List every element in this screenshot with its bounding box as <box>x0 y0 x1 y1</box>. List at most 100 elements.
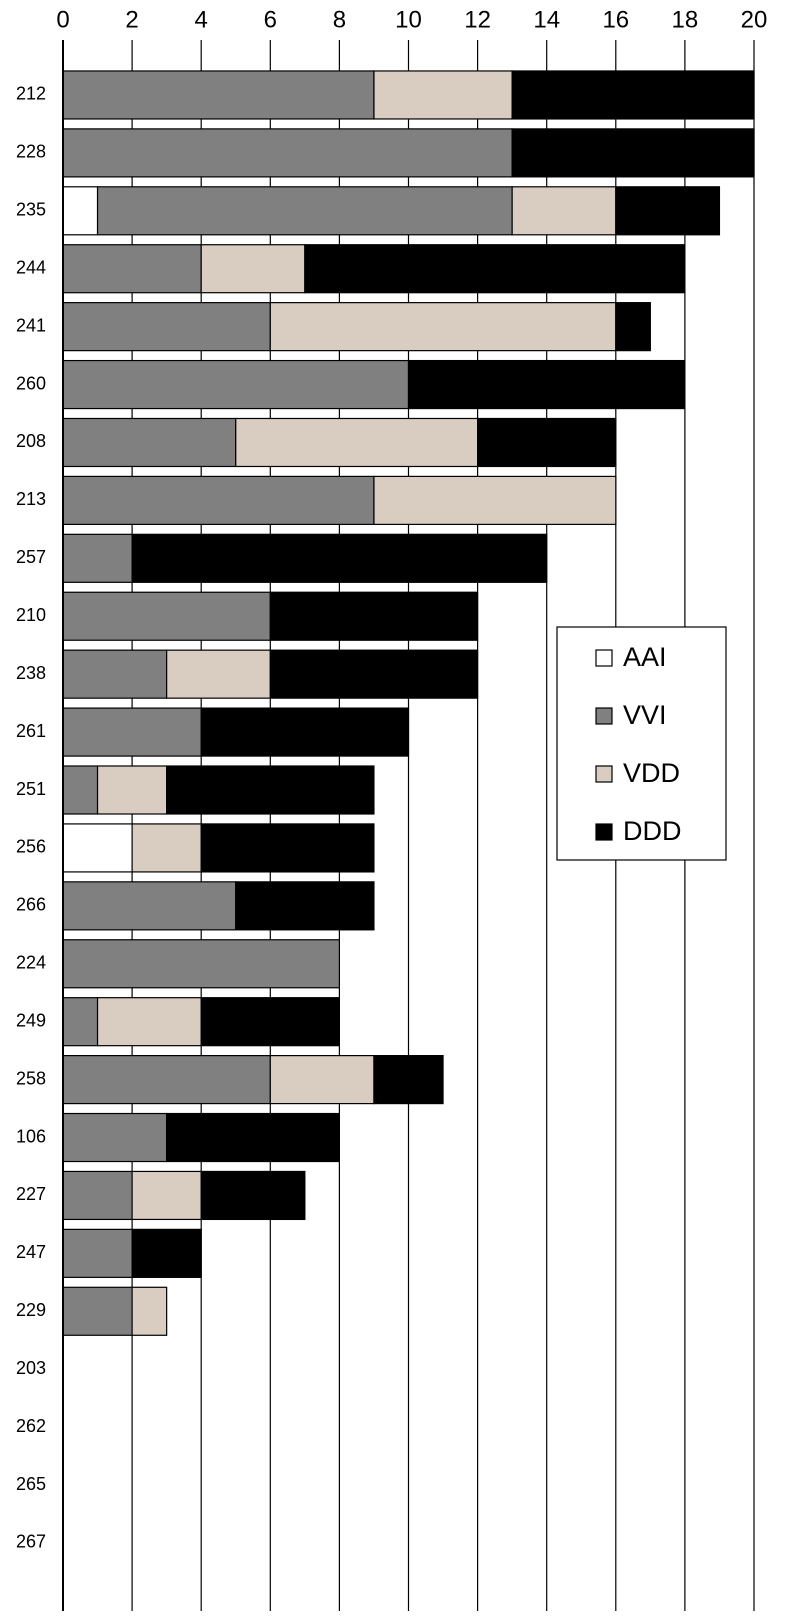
bar-segment <box>62 302 271 352</box>
y-tick-label: 244 <box>16 257 46 277</box>
y-tick-label: 213 <box>16 489 46 509</box>
y-tick-label: 262 <box>16 1416 46 1436</box>
y-tick-label: 258 <box>16 1068 46 1088</box>
x-tick-label: 2 <box>125 6 138 33</box>
bar-segment <box>304 244 686 294</box>
legend-label: VVI <box>623 700 667 730</box>
bar-segment <box>615 302 651 352</box>
bar-segment <box>62 1170 133 1221</box>
y-tick-label: 260 <box>16 373 46 393</box>
bar-segment <box>200 823 375 873</box>
y-tick-label: 208 <box>16 431 46 451</box>
legend-label: AAI <box>623 642 667 672</box>
bar-segment <box>235 881 375 931</box>
bar-segment <box>200 997 340 1047</box>
legend-swatch <box>595 707 613 725</box>
bar-segment <box>200 707 410 757</box>
bar-segment <box>269 302 617 352</box>
bar-segment <box>166 649 271 699</box>
y-tick-label: 106 <box>16 1126 46 1146</box>
legend-box <box>556 626 727 861</box>
y-tick-label: 247 <box>16 1242 46 1262</box>
y-tick-label: 241 <box>16 315 46 335</box>
bar-segment <box>269 1054 375 1105</box>
bar-segment <box>200 244 306 294</box>
bar-segment <box>62 649 168 699</box>
legend-label: VDD <box>623 758 680 788</box>
bar-segment <box>373 70 513 120</box>
y-tick-label: 266 <box>16 895 46 915</box>
bar-segment <box>62 765 99 815</box>
y-tick-label: 228 <box>16 142 46 162</box>
y-tick-label: 261 <box>16 721 46 741</box>
bar-segment <box>62 997 99 1047</box>
bar-segment <box>166 765 375 815</box>
legend-swatch <box>595 823 613 841</box>
bar-segment <box>62 475 375 525</box>
y-tick-label: 238 <box>16 663 46 683</box>
bar-segment <box>269 591 479 641</box>
y-tick-label: 212 <box>16 84 46 104</box>
y-tick-label: 251 <box>16 779 46 799</box>
x-tick-label: 20 <box>741 6 768 33</box>
bar-segment <box>373 1054 444 1105</box>
bar-segment <box>131 1228 202 1278</box>
bar-segment <box>615 186 721 236</box>
legend-label: DDD <box>623 816 682 846</box>
x-tick-label: 18 <box>672 6 699 33</box>
bar-segment <box>62 823 133 873</box>
bar-segment <box>96 765 168 815</box>
bar-segment <box>62 939 340 989</box>
y-tick-label: 265 <box>16 1474 46 1494</box>
bar-segment <box>269 649 479 699</box>
bar-segment <box>62 707 202 757</box>
y-tick-label: 229 <box>16 1300 46 1320</box>
bar-segment <box>200 1170 306 1221</box>
y-tick-label: 203 <box>16 1358 46 1378</box>
y-tick-label: 267 <box>16 1532 46 1552</box>
bar-segment <box>373 475 617 525</box>
bar-segment <box>166 1112 340 1163</box>
x-tick-label: 8 <box>333 6 346 33</box>
bar-segment <box>62 186 99 236</box>
y-tick-label: 210 <box>16 605 46 625</box>
bar-segment <box>131 823 202 873</box>
y-tick-label: 256 <box>16 837 46 857</box>
bar-segment <box>62 1228 133 1278</box>
bar-segment <box>511 186 617 236</box>
bar-segment <box>477 417 617 468</box>
legend-swatch <box>595 649 613 667</box>
legend-swatch <box>595 765 613 783</box>
x-tick-label: 4 <box>195 6 208 33</box>
y-tick-label: 224 <box>16 953 46 973</box>
y-tick-label: 257 <box>16 547 46 567</box>
bar-segment <box>62 1112 168 1163</box>
bar-segment <box>131 1170 202 1221</box>
bar-segment <box>96 997 202 1047</box>
bar-segment <box>62 533 133 583</box>
y-tick-label: 235 <box>16 200 46 220</box>
bar-segment <box>62 70 375 120</box>
bar-segment <box>511 70 755 120</box>
bar-segment <box>131 1286 168 1336</box>
y-tick-label: 249 <box>16 1010 46 1030</box>
bar-segment <box>511 128 755 178</box>
bar-segment <box>131 533 548 583</box>
y-tick-label: 227 <box>16 1184 46 1204</box>
bar-segment <box>235 417 479 468</box>
x-tick-label: 0 <box>56 6 69 33</box>
bar-segment <box>62 244 202 294</box>
bar-segment <box>407 359 686 410</box>
bar-segment <box>96 186 513 236</box>
bar-segment <box>62 417 237 468</box>
bar-segment <box>62 1054 271 1105</box>
bar-segment <box>62 591 271 641</box>
x-tick-label: 6 <box>264 6 277 33</box>
x-tick-label: 16 <box>602 6 629 33</box>
bar-segment <box>62 128 513 178</box>
bar-segment <box>62 359 410 410</box>
x-tick-label: 14 <box>533 6 560 33</box>
bar-segment <box>62 1286 133 1336</box>
bar-segment <box>62 881 237 931</box>
